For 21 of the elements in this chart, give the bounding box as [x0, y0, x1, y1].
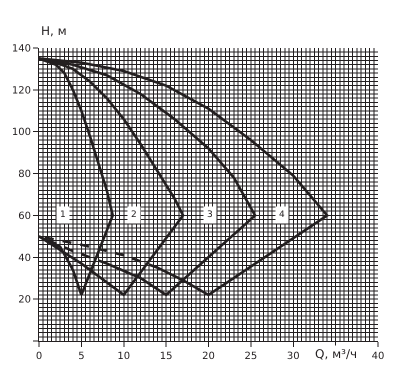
x-tick-label: 25: [244, 351, 258, 362]
x-axis-title: Q, м³/ч: [315, 347, 358, 361]
y-axis-title: H, м: [41, 24, 67, 38]
annotation: 4: [279, 210, 285, 220]
y-tick-label: 80: [18, 169, 31, 180]
x-tick-label: 15: [160, 351, 172, 362]
annotation: 3: [207, 210, 213, 220]
x-tick-label: 0: [36, 351, 42, 362]
annotation: 1: [60, 210, 66, 220]
y-tick-label: 140: [12, 44, 31, 54]
y-tick-label: 40: [18, 252, 31, 264]
x-tick-label: 10: [117, 351, 130, 362]
y-tick-label: 20: [18, 294, 31, 306]
x-tick-label: 20: [202, 351, 215, 362]
x-tick-label: 5: [78, 351, 85, 362]
x-tick-label: 30: [286, 351, 300, 362]
y-tick-label: 120: [12, 85, 31, 96]
x-tick-label: 40: [372, 351, 384, 362]
y-tick-label: 100: [12, 127, 31, 138]
annotation: 2: [131, 210, 137, 220]
y-tick-label: 60: [18, 210, 31, 222]
